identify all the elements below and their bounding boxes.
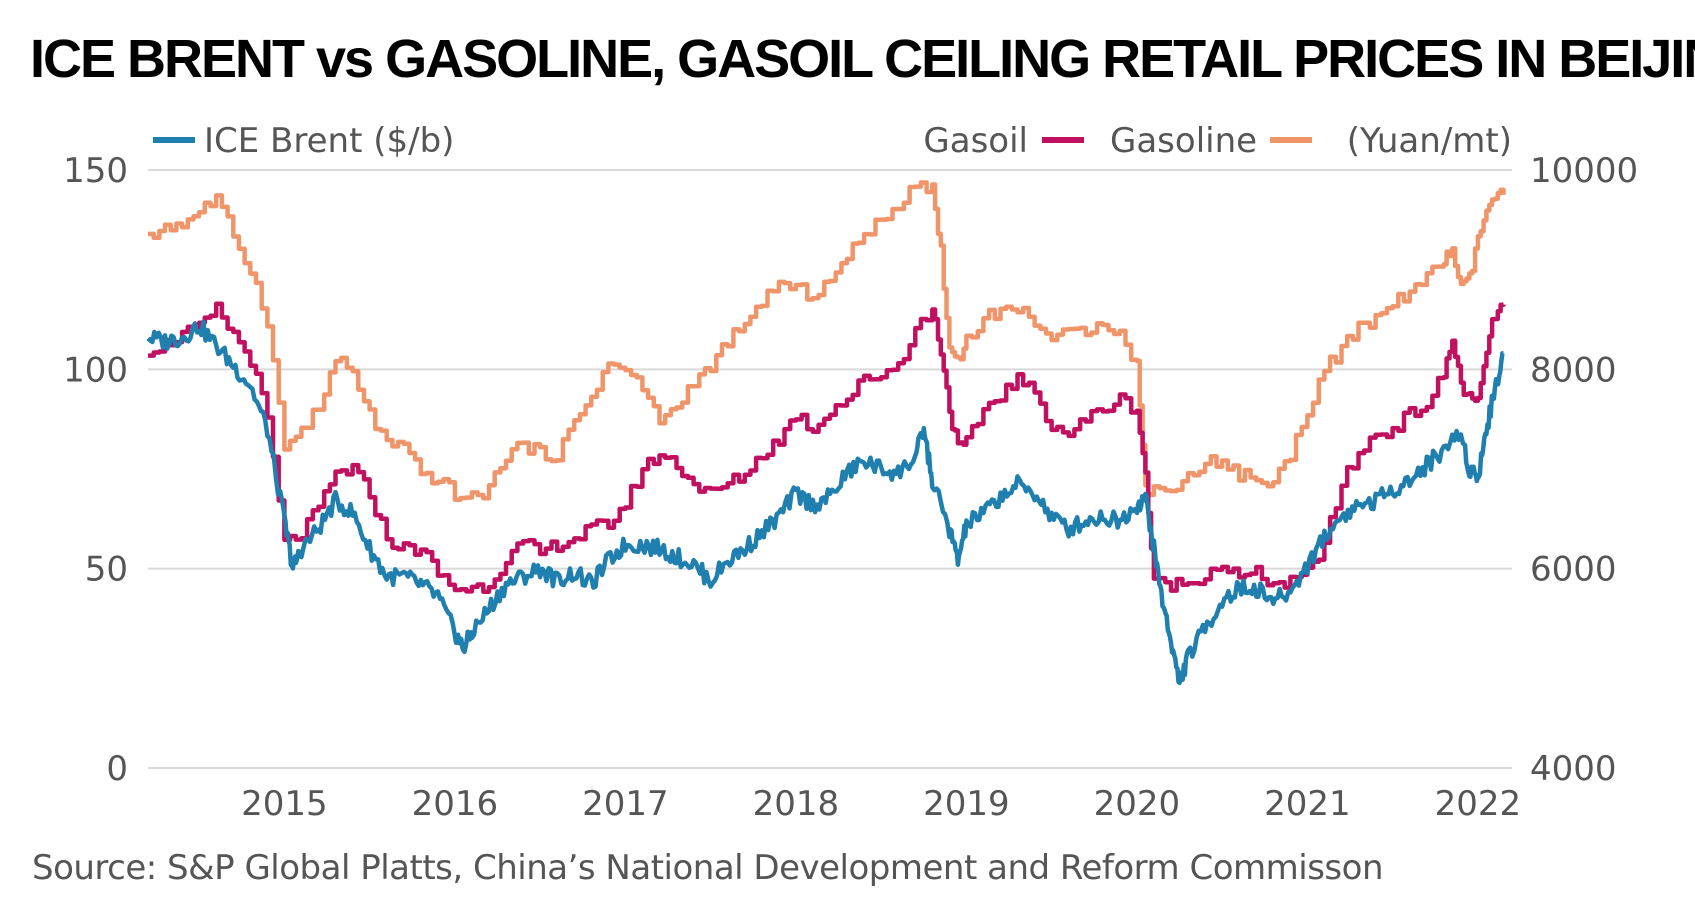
series-line-gasoil — [148, 180, 1506, 502]
y-right-tick-label: 10000 — [1530, 151, 1638, 191]
y-left-tick-label: 50 — [85, 550, 128, 590]
gridlines — [148, 169, 1512, 769]
legend-brent-label: ICE Brent ($/b) — [204, 121, 454, 161]
x-tick-label: 2015 — [241, 784, 328, 824]
x-tick-label: 2021 — [1264, 784, 1351, 824]
x-axis: 2015 2016 2017 2018 2019 2020 2021 2022 — [241, 784, 1521, 824]
x-tick-label: 2019 — [923, 784, 1010, 824]
x-tick-label: 2022 — [1435, 784, 1522, 824]
x-tick-label: 2017 — [582, 784, 669, 824]
y-left-tick-label: 150 — [63, 151, 128, 191]
series-line-ice-brent — [146, 319, 1505, 686]
y-left-tick-label: 100 — [63, 350, 128, 390]
y-right-axis: 4000 6000 8000 10000 — [1530, 151, 1638, 789]
y-right-tick-label: 8000 — [1530, 350, 1617, 390]
legend-gasoline-label: Gasoline — [1110, 121, 1257, 161]
x-tick-label: 2018 — [753, 784, 840, 824]
x-tick-label: 2016 — [412, 784, 499, 824]
y-left-axis: 0 50 100 150 — [63, 151, 128, 789]
legend: ICE Brent ($/b) Gasoil Gasoline (Yuan/mt… — [153, 121, 1512, 161]
y-right-tick-label: 6000 — [1530, 550, 1617, 590]
y-right-tick-label: 4000 — [1530, 749, 1617, 789]
series-line-gasoline — [148, 301, 1506, 594]
x-tick-label: 2020 — [1094, 784, 1181, 824]
series-lines — [146, 180, 1506, 686]
legend-gasoil-label: Gasoil — [923, 121, 1028, 161]
legend-unit-label: (Yuan/mt) — [1347, 121, 1512, 161]
source-note: Source: S&P Global Platts, China’s Natio… — [32, 848, 1384, 888]
y-left-tick-label: 0 — [106, 749, 128, 789]
chart-title: ICE BRENT vs GASOLINE, GASOIL CEILING RE… — [30, 29, 1695, 89]
